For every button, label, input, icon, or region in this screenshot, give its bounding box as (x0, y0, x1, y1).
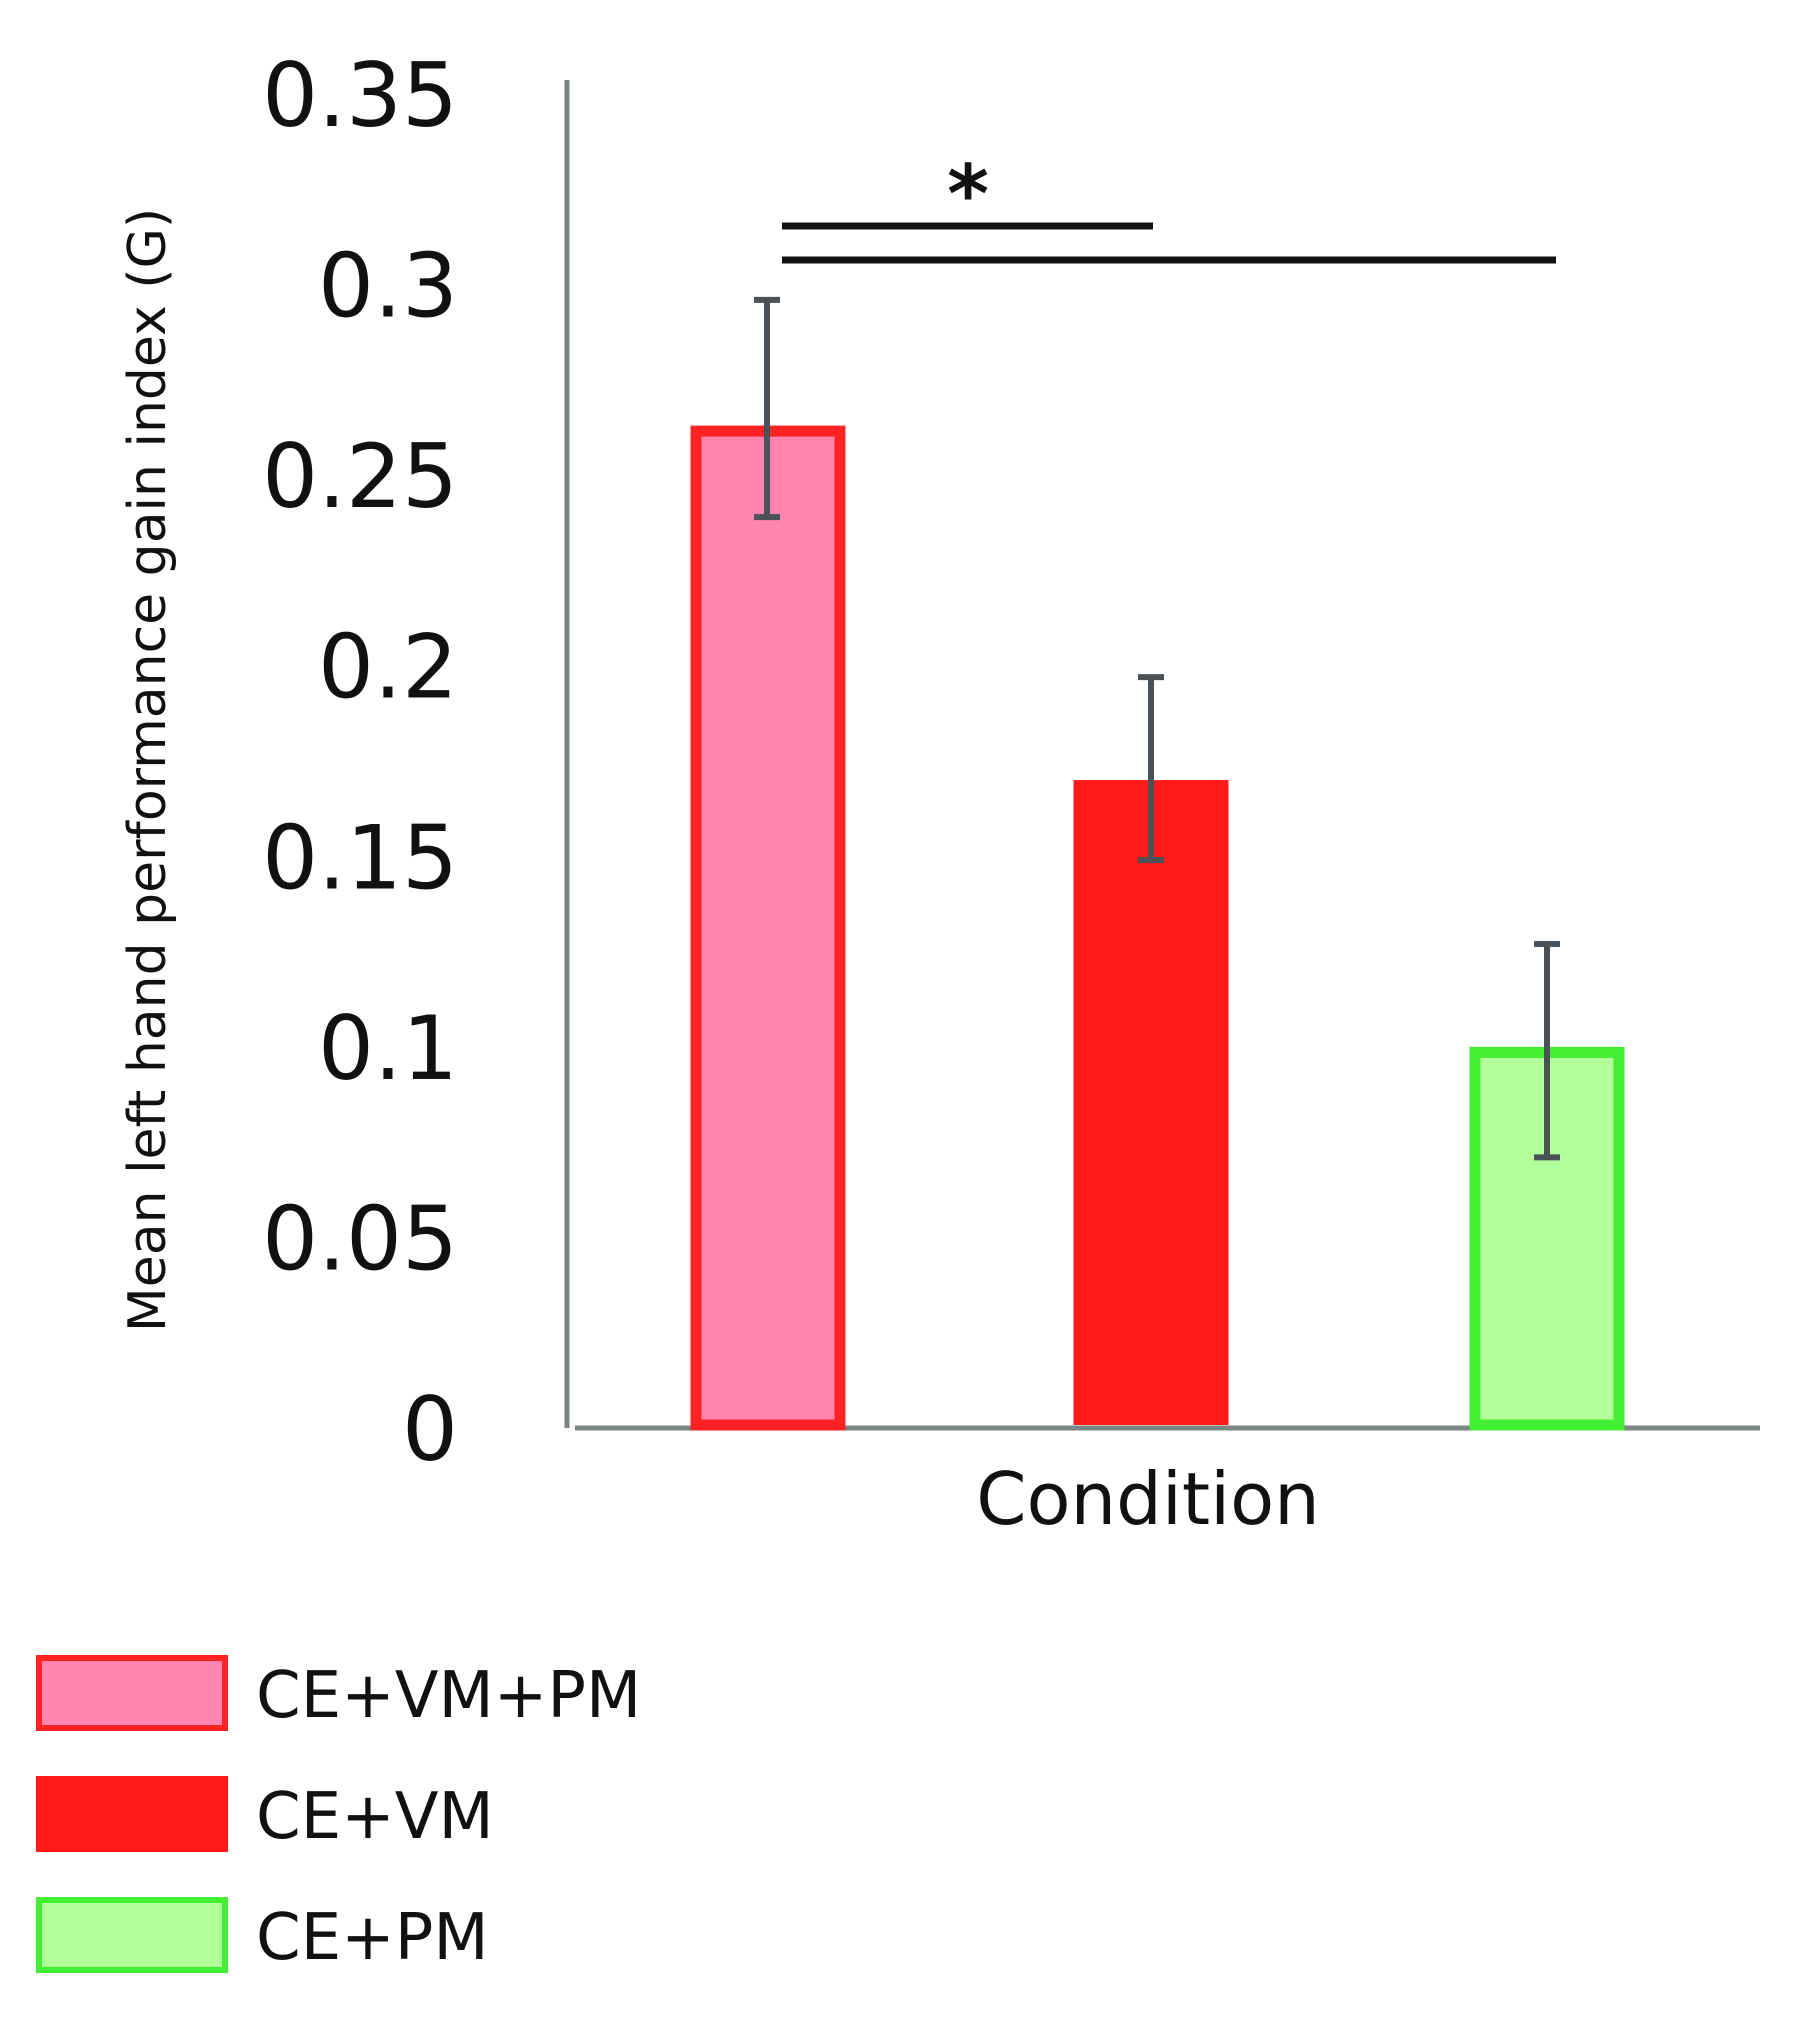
error-bars (754, 296, 1560, 1161)
bar-ce-vm (1073, 780, 1229, 1425)
significance-annotation: * (782, 148, 1556, 264)
y-tick-label: 0.05 (262, 1187, 458, 1290)
bar-ce-vm-pm (690, 425, 846, 1431)
y-tick-label: 0.1 (318, 997, 458, 1100)
y-tick-label: 0.35 (262, 44, 458, 147)
legend-label: CE+VM+PM (256, 1659, 641, 1733)
legend-label: CE+PM (256, 1901, 489, 1975)
y-tick-label: 0.2 (318, 616, 458, 719)
y-tick-label: 0 (402, 1378, 458, 1481)
y-tick-label: 0.3 (318, 235, 458, 338)
significance-star: * (947, 148, 989, 241)
bars (690, 425, 1625, 1431)
y-tick-label: 0.25 (262, 425, 458, 528)
legend-swatch (36, 1776, 228, 1852)
y-tick-label: 0.15 (262, 806, 458, 909)
y-axis-title: Mean left hand performance gain index (G… (118, 208, 178, 1332)
legend-label: CE+VM (256, 1780, 494, 1854)
legend-swatch (36, 1897, 228, 1973)
legend: CE+VM+PM CE+VM CE+PM (36, 1655, 641, 1975)
legend-swatch (36, 1655, 228, 1731)
y-axis-ticks: 0 0.05 0.1 0.15 0.2 0.25 0.3 0.35 (262, 44, 458, 1481)
x-axis-title: Condition (976, 1457, 1320, 1541)
